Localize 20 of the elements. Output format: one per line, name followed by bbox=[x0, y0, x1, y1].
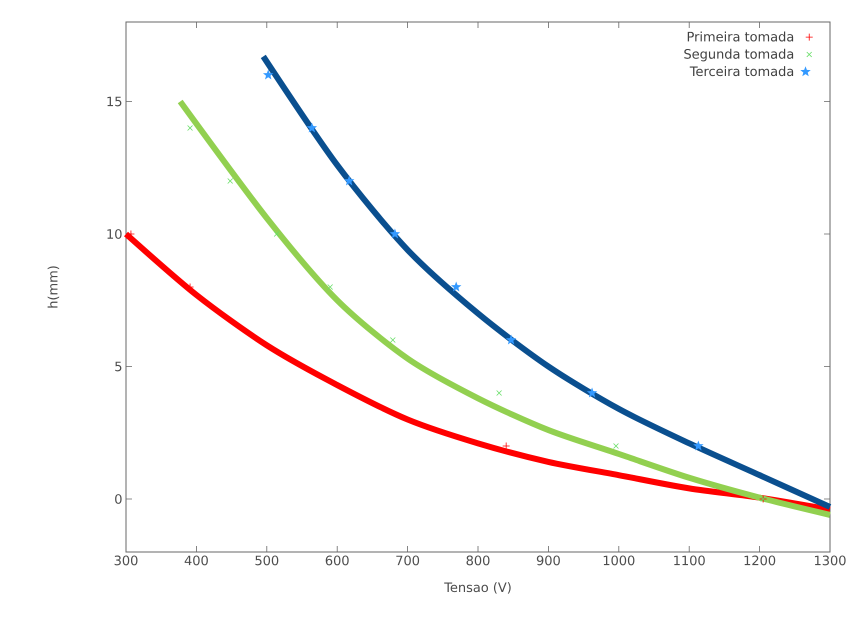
x-tick-label: 1300 bbox=[814, 556, 846, 566]
x-tick-label: 300 bbox=[114, 556, 138, 566]
x-tick-label: 900 bbox=[536, 556, 560, 566]
x-tick-label: 600 bbox=[326, 556, 349, 566]
x-tick-label: 1200 bbox=[744, 556, 776, 566]
y-tick-label: 5 bbox=[115, 362, 122, 372]
y-axis-title: h(mm) bbox=[48, 266, 60, 308]
legend-label: Primeira tomada bbox=[688, 31, 794, 42]
y-tick-label: 10 bbox=[107, 229, 122, 239]
legend-label: Terceira tomada bbox=[690, 66, 794, 76]
legend-label: Segunda tomada bbox=[684, 48, 794, 62]
x-tick-label: 800 bbox=[466, 556, 490, 566]
x-tick-label: 1100 bbox=[674, 556, 705, 566]
x-tick-label: 400 bbox=[184, 556, 208, 566]
x-tick-label: 700 bbox=[396, 556, 420, 566]
x-axis-title: Tensao (V) bbox=[444, 582, 511, 594]
y-tick-label: 15 bbox=[107, 96, 122, 106]
x-tick-label: 500 bbox=[255, 556, 278, 566]
x-tick-label: 1000 bbox=[604, 556, 634, 566]
y-tick-label: 0 bbox=[115, 494, 122, 504]
